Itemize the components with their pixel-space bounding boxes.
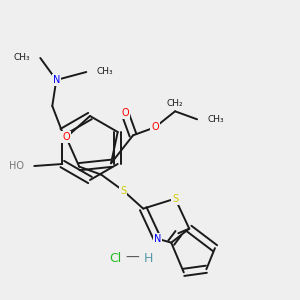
Text: Cl: Cl — [109, 251, 121, 265]
Text: O: O — [121, 108, 129, 118]
Text: CH₃: CH₃ — [96, 68, 113, 76]
Text: H: H — [143, 251, 153, 265]
Text: CH₃: CH₃ — [207, 115, 224, 124]
Text: S: S — [120, 186, 126, 196]
Text: —: — — [125, 251, 139, 265]
Text: CH₂: CH₂ — [167, 99, 183, 108]
Text: CH₃: CH₃ — [14, 53, 30, 62]
Text: N: N — [52, 75, 60, 85]
Text: O: O — [151, 122, 159, 132]
Text: S: S — [172, 194, 178, 204]
Text: O: O — [62, 132, 70, 142]
Text: N: N — [154, 234, 161, 244]
Text: HO: HO — [9, 161, 24, 171]
